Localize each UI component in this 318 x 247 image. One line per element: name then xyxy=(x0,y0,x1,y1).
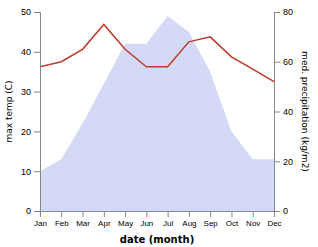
tick: 80 xyxy=(274,7,293,17)
tick-label: 30 xyxy=(21,87,31,97)
tick-mark xyxy=(40,211,41,217)
tick-label: 40 xyxy=(283,107,293,117)
tick-mark xyxy=(168,211,169,217)
tick-mark xyxy=(253,211,254,217)
tick: 0 xyxy=(26,206,40,216)
tick-label: 0 xyxy=(26,206,31,216)
y2-axis: 0 20 40 60 80 xyxy=(274,7,293,216)
tick-label: 20 xyxy=(283,157,293,167)
line xyxy=(40,24,274,81)
tick: Oct xyxy=(226,211,239,228)
tick-label: 10 xyxy=(21,167,31,177)
tick: Jun xyxy=(140,211,153,228)
axis-line xyxy=(275,13,281,212)
tick-label: 50 xyxy=(21,7,31,17)
y-axis: 0 10 20 30 40 50 xyxy=(21,7,41,216)
tick-label: Nov xyxy=(246,219,260,228)
tick-label: May xyxy=(118,219,133,228)
marks xyxy=(40,16,274,211)
area xyxy=(40,16,274,211)
tick: Jan xyxy=(34,211,47,228)
tick: Mar xyxy=(76,211,90,228)
plot: 0 10 20 30 40 50 0 20 40 60 80 Jan Feb Mar Apr May Jun Ju… xyxy=(21,7,293,227)
tick-label: 20 xyxy=(21,127,31,137)
tick-label: Apr xyxy=(98,219,111,228)
tick: 20 xyxy=(274,157,293,167)
tick: Feb xyxy=(55,211,69,228)
tick-mark xyxy=(34,171,40,172)
tick-label: Aug xyxy=(182,219,196,228)
tick: May xyxy=(118,211,133,228)
tick: 10 xyxy=(21,167,40,177)
tick: Apr xyxy=(98,211,111,228)
tick: Aug xyxy=(182,211,196,228)
tick-label: Jul xyxy=(163,219,173,228)
y2-axis-title: med. precipitation (kg/m2) xyxy=(300,51,310,172)
tick-mark xyxy=(210,211,211,217)
tick: Sep xyxy=(204,211,219,228)
tick-mark xyxy=(125,211,126,217)
x-axis-title: date (month) xyxy=(120,234,194,245)
tick-label: Jun xyxy=(140,219,153,228)
tick: 30 xyxy=(21,87,40,97)
tick-label: Mar xyxy=(76,219,90,228)
tick: Dec xyxy=(267,211,281,228)
tick: Nov xyxy=(246,211,260,228)
tick-label: 80 xyxy=(283,7,293,17)
tick-mark xyxy=(274,12,280,13)
axis-line xyxy=(34,13,41,212)
chart: 0 10 20 30 40 50 0 20 40 60 80 Jan Feb Mar Apr May Jun Ju… xyxy=(0,0,318,247)
tick: 20 xyxy=(21,127,40,137)
tick-mark xyxy=(34,12,40,13)
axis-line xyxy=(41,212,275,218)
tick: Jul xyxy=(163,211,173,228)
tick-mark xyxy=(274,62,280,63)
tick: 60 xyxy=(274,57,293,67)
tick-label: Oct xyxy=(226,219,239,228)
tick-mark xyxy=(274,161,280,162)
x-axis: Jan Feb Mar Apr May Jun Jul Aug Sep Oct Nov Dec xyxy=(34,211,282,228)
tick-label: 0 xyxy=(283,206,288,216)
tick-mark xyxy=(189,211,190,217)
tick: 40 xyxy=(21,47,40,57)
tick: 0 xyxy=(274,206,288,216)
tick-label: Sep xyxy=(204,219,219,228)
tick-label: 40 xyxy=(21,47,31,57)
tick-mark xyxy=(34,52,40,53)
tick-label: Dec xyxy=(267,219,281,228)
tick-mark xyxy=(231,211,232,217)
tick-mark xyxy=(104,211,105,217)
tick-label: Jan xyxy=(34,219,47,228)
tick-mark xyxy=(34,92,40,93)
tick: 40 xyxy=(274,107,293,117)
tick-mark xyxy=(34,131,40,132)
tick: 50 xyxy=(21,7,40,17)
tick-mark xyxy=(61,211,62,217)
tick-mark xyxy=(34,211,40,212)
tick-label: 60 xyxy=(283,57,293,67)
tick-mark xyxy=(146,211,147,217)
tick-mark xyxy=(83,211,84,217)
tick-label: Feb xyxy=(55,219,69,228)
tick-mark xyxy=(274,112,280,113)
tick-mark xyxy=(274,211,275,217)
y-axis-title: max temp (C) xyxy=(4,80,14,142)
